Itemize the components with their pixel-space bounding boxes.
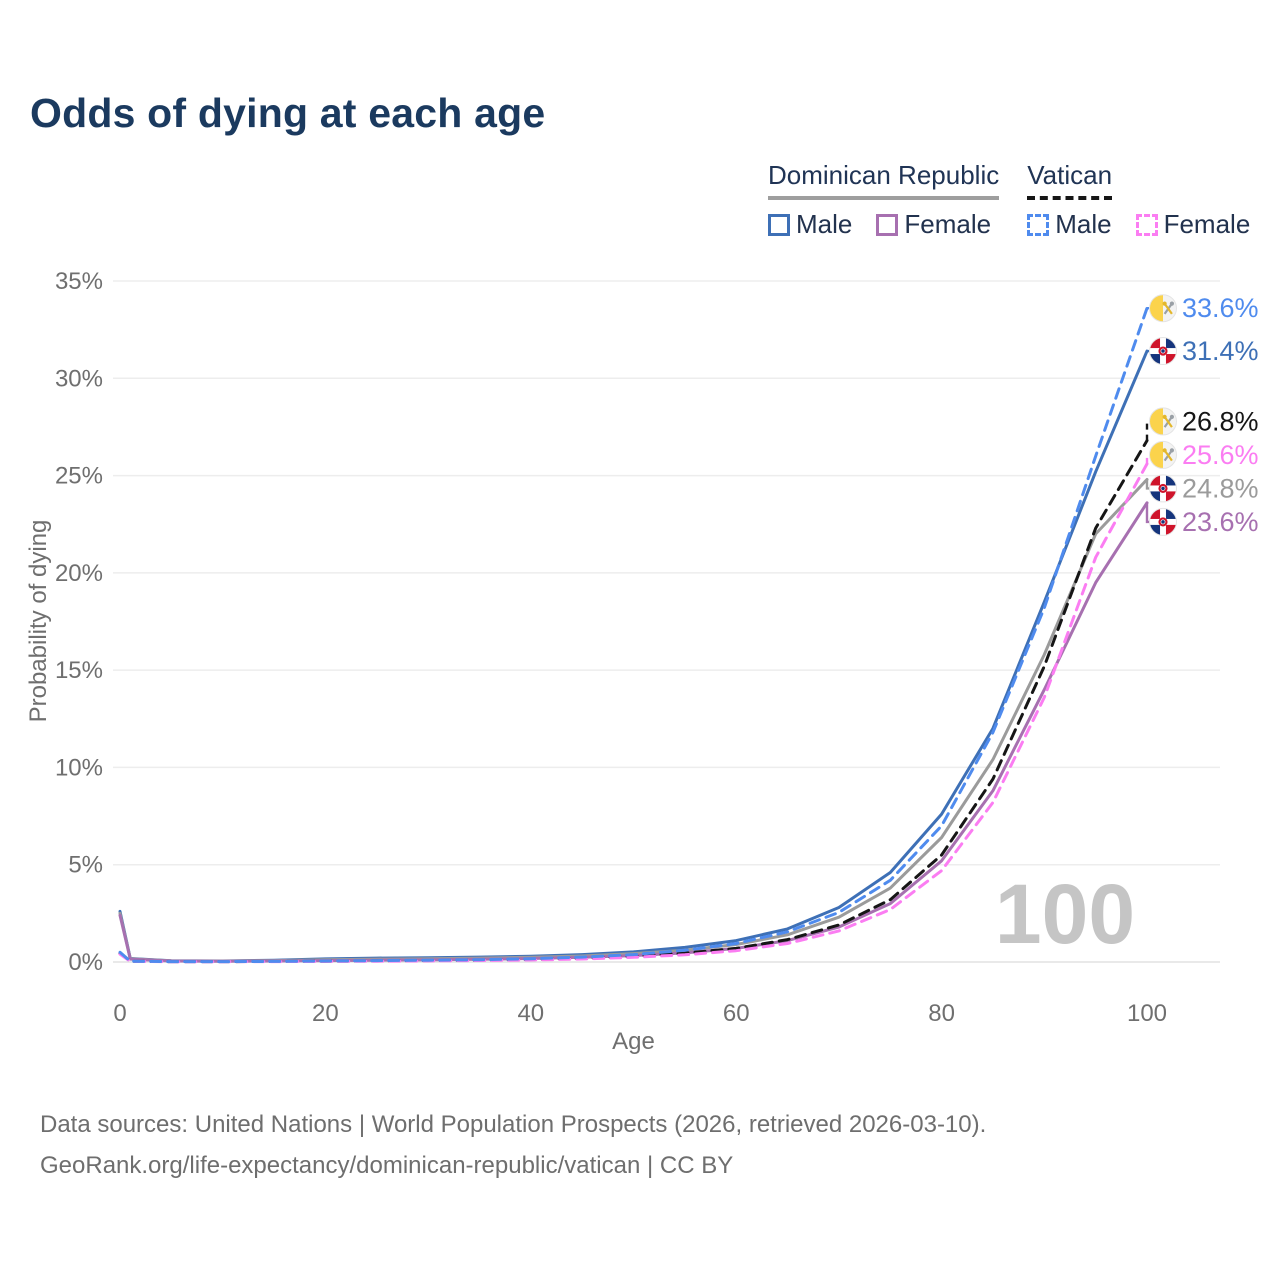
x-tick-label: 60 [723,1000,750,1027]
x-tick-label: 100 [1127,1000,1167,1027]
legend-header-dominican-republic[interactable]: Dominican Republic [768,160,1000,200]
end-label-vatican-male: 33.6% [1182,293,1259,323]
line-vatican-female[interactable] [118,462,1149,964]
legend-label: Female [904,209,992,239]
legend: Dominican Republic Male Female Vatican M… [768,160,1250,240]
line-dominican-republic-male[interactable] [118,349,1149,963]
flag-dominican-icon [1149,507,1177,536]
y-tick-label: 35% [55,268,103,295]
dr-male-swatch-icon [768,213,790,236]
end-label-dominican-republic-male: 31.4% [1182,336,1259,366]
end-label-dominican-republic-female: 23.6% [1182,507,1259,537]
watermark-age: 100 [995,867,1135,961]
legend-item-vatican-male[interactable]: Male [1027,209,1112,240]
y-tick-label: 30% [55,365,103,392]
leader-line-dominican-republic-female [1145,502,1149,524]
legend-group-vatican: Vatican Male Female [1027,160,1250,240]
legend-label: Male [1055,209,1112,239]
line-vatican-total[interactable] [118,439,1149,964]
legend-header-vatican[interactable]: Vatican [1027,160,1113,200]
x-axis-title: Age [612,1028,655,1055]
legend-group-dominican-republic: Dominican Republic Male Female [768,160,1000,240]
line-dominican-republic-female[interactable] [118,501,1149,963]
line-dominican-republic-total[interactable] [118,478,1149,963]
flag-dominican-icon [1149,474,1177,503]
end-label-dominican-republic-total: 24.8% [1182,473,1259,503]
line-vatican-male[interactable] [118,306,1149,964]
vatican-male-swatch-icon [1027,213,1050,236]
x-tick-label: 0 [113,1000,126,1027]
source-line-2: GeoRank.org/life-expectancy/dominican-re… [40,1152,734,1179]
leader-line-vatican-female [1145,453,1149,464]
y-tick-label: 20% [55,560,103,587]
end-label-vatican-female: 25.6% [1182,440,1259,470]
legend-item-vatican-female[interactable]: Female [1135,209,1251,240]
x-tick-label: 40 [517,1000,544,1027]
source-line-1: Data sources: United Nations | World Pop… [40,1111,987,1138]
flag-vatican-icon [1149,407,1177,436]
y-tick-label: 15% [55,657,103,684]
legend-item-dr-female[interactable]: Female [876,209,991,240]
leader-line-dominican-republic-total [1145,479,1149,490]
flag-dominican-icon [1149,337,1177,366]
y-tick-label: 5% [68,852,103,879]
flag-vatican-icon [1149,440,1177,469]
y-tick-label: 10% [55,754,103,781]
x-tick-label: 20 [312,1000,339,1027]
flag-vatican-icon [1149,294,1177,323]
y-tick-label: 0% [68,949,103,976]
page-title: Odds of dying at each age [30,90,546,136]
x-tick-label: 80 [928,1000,955,1027]
legend-label: Male [796,209,853,239]
y-axis-title: Probability of dying [25,520,52,723]
leader-line-vatican-total [1145,420,1149,441]
dr-female-swatch-icon [876,213,899,236]
y-tick-label: 25% [55,463,103,490]
vatican-female-swatch-icon [1135,213,1158,236]
legend-item-dr-male[interactable]: Male [768,209,852,240]
legend-label: Female [1163,209,1251,239]
end-label-vatican-total: 26.8% [1182,406,1259,436]
data-sources: Data sources: United Nations | World Pop… [40,1104,986,1186]
